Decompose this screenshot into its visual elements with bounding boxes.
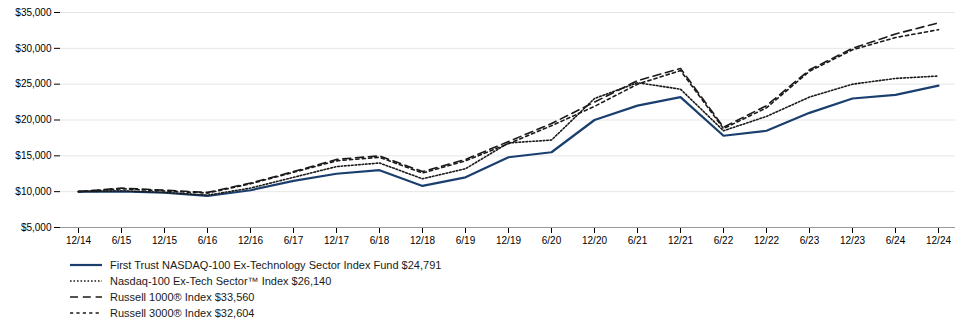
svg-text:6/16: 6/16 [198,235,218,246]
svg-text:6/18: 6/18 [370,235,390,246]
svg-text:6/24: 6/24 [886,235,906,246]
svg-text:12/16: 12/16 [238,235,263,246]
html-text:Russell 1000® Index $33,560: Russell 1000® Index $33,560 [110,291,255,303]
svg-text:$5,000: $5,000 [21,222,52,233]
svg-text:12/17: 12/17 [324,235,349,246]
svg-text:12/22: 12/22 [754,235,779,246]
svg-text:12/24: 12/24 [926,235,951,246]
svg-text:$15,000: $15,000 [15,150,52,161]
svg-text:12/14: 12/14 [66,235,91,246]
svg-text:6/17: 6/17 [284,235,304,246]
svg-text:6/23: 6/23 [800,235,820,246]
svg-text:6/20: 6/20 [542,235,562,246]
svg-text:12/23: 12/23 [840,235,865,246]
svg-text:6/22: 6/22 [714,235,734,246]
svg-text:6/19: 6/19 [456,235,476,246]
svg-text:12/15: 12/15 [152,235,177,246]
svg-text:$25,000: $25,000 [15,78,52,89]
svg-text:12/20: 12/20 [582,235,607,246]
svg-text:$30,000: $30,000 [15,43,52,54]
svg-text:$10,000: $10,000 [15,186,52,197]
svg-text:12/21: 12/21 [668,235,693,246]
html-text:Nasdaq-100 Ex-Tech Sector™ Ind: Nasdaq-100 Ex-Tech Sector™ Index $26,140 [110,275,332,287]
svg-text:12/19: 12/19 [496,235,521,246]
svg-text:$35,000: $35,000 [15,7,52,18]
svg-text:$20,000: $20,000 [15,114,52,125]
svg-text:12/18: 12/18 [410,235,435,246]
html-text:First Trust NASDAQ-100 Ex-Tech: First Trust NASDAQ-100 Ex-Technology Sec… [110,259,442,271]
svg-text:6/21: 6/21 [628,235,648,246]
svg-text:6/15: 6/15 [112,235,132,246]
html-text:Russell 3000® Index $32,604: Russell 3000® Index $32,604 [110,307,255,319]
